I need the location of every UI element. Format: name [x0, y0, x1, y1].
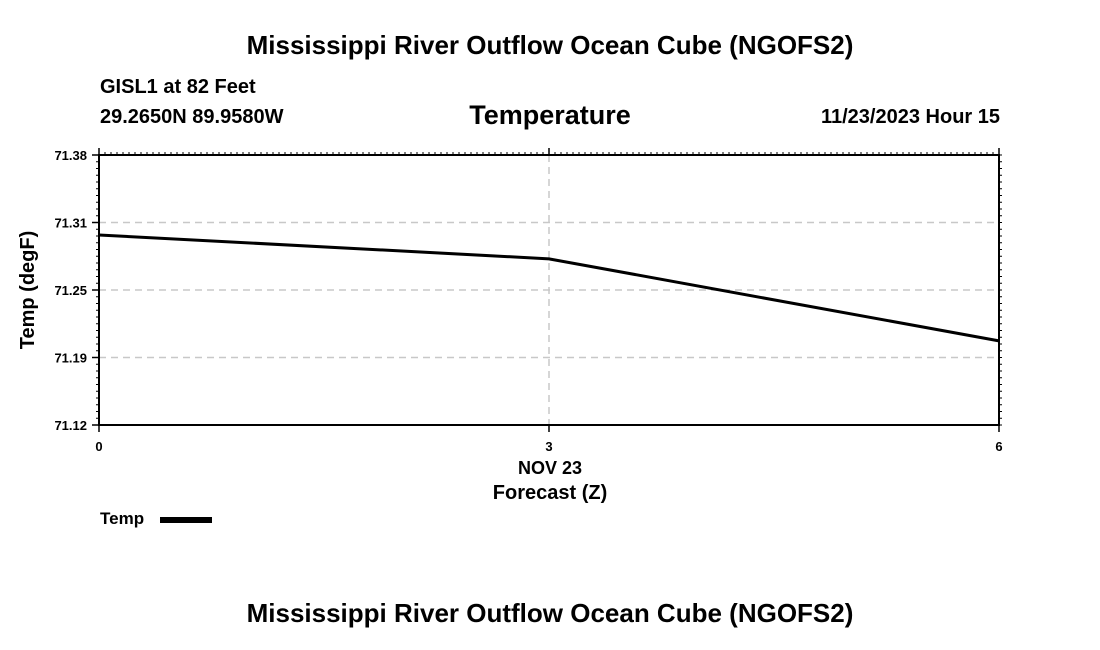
x-date-label: NOV 23	[517, 458, 583, 478]
y-tick-label: 71.19	[54, 351, 87, 366]
x-axis-label: Forecast (Z)	[492, 482, 608, 504]
chart-subtitle: Temperature	[469, 100, 631, 130]
station-label: GISL1 at 82 Feet	[100, 76, 256, 98]
chart-title-top: Mississippi River Outflow Ocean Cube (NG…	[246, 30, 854, 60]
y-tick-label: 71.12	[54, 418, 87, 433]
x-tick-label: 6	[995, 439, 1002, 454]
coordinates-label: 29.2650N 89.9580W	[100, 106, 284, 128]
x-tick-label: 0	[95, 439, 102, 454]
legend-label: Temp	[100, 509, 145, 528]
grid-lines	[99, 155, 999, 425]
datetime-label: 11/23/2023 Hour 15	[820, 106, 1000, 128]
y-axis-label: Temp (degF)	[17, 231, 39, 350]
y-tick-label: 71.31	[54, 216, 87, 231]
y-tick-label: 71.38	[54, 148, 87, 163]
y-tick-label: 71.25	[54, 283, 87, 298]
chart-title-bottom: Mississippi River Outflow Ocean Cube (NG…	[246, 598, 854, 628]
series-temp-line	[98, 233, 1000, 343]
axis-ticks: 71.38 71.31 71.25 71.19 71.12 0 3 6	[54, 148, 1003, 454]
legend-swatch	[160, 517, 212, 523]
x-tick-label: 3	[545, 439, 552, 454]
